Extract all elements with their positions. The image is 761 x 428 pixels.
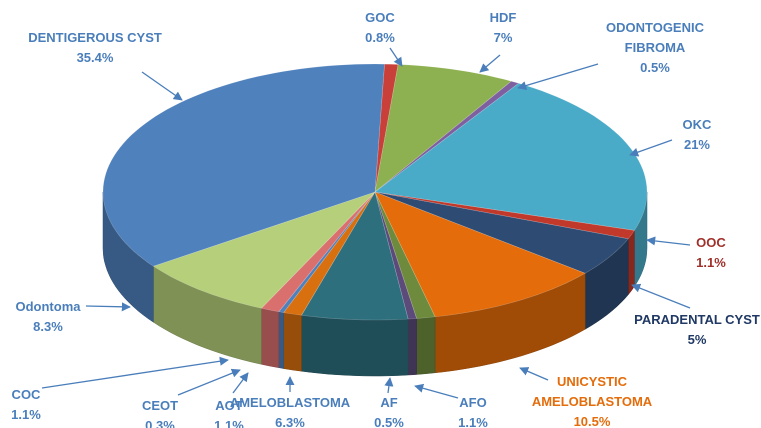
slice bbox=[374, 191, 629, 274]
category-label: AOT bbox=[215, 398, 243, 413]
category-label: Odontoma bbox=[15, 299, 81, 314]
data-label: AOT 1.1% bbox=[214, 396, 244, 428]
category-label: OOC bbox=[696, 235, 726, 250]
value-label: 1.1% bbox=[458, 415, 488, 428]
leader-line bbox=[232, 372, 249, 394]
slice bbox=[374, 80, 520, 193]
category-label: UNICYSTIC AMELOBLASTOMA bbox=[531, 374, 653, 409]
value-label: 0.3% bbox=[145, 418, 175, 428]
data-label: AFO 1.1% bbox=[458, 393, 488, 428]
slice bbox=[301, 191, 409, 321]
data-label: GOC 0.8% bbox=[365, 8, 395, 48]
slice-side bbox=[301, 314, 409, 377]
leader-line bbox=[177, 368, 241, 396]
slice-side bbox=[416, 316, 436, 375]
data-label: CEOT 0.3% bbox=[142, 396, 178, 428]
slice-side bbox=[278, 311, 284, 369]
slice bbox=[374, 82, 648, 231]
value-label: 1.1% bbox=[696, 255, 726, 270]
data-label: HDF 7% bbox=[490, 8, 517, 48]
leader-line bbox=[85, 302, 131, 312]
slice bbox=[152, 191, 376, 309]
value-label: 7% bbox=[493, 30, 513, 45]
leader-line bbox=[629, 139, 673, 157]
leader-line bbox=[519, 367, 549, 381]
value-label: 0.5% bbox=[374, 415, 404, 428]
slice bbox=[374, 63, 399, 193]
leader-line bbox=[631, 283, 691, 309]
data-label: PARADENTAL CYST 5% bbox=[634, 310, 760, 350]
slice-side bbox=[261, 307, 280, 368]
category-label: AFO bbox=[459, 395, 487, 410]
slice bbox=[374, 64, 512, 193]
data-label: AF 0.5% bbox=[374, 393, 404, 428]
data-label: AMELOBLASTOMA 6.3% bbox=[230, 393, 350, 428]
leader-line bbox=[141, 71, 183, 101]
leader-line bbox=[41, 356, 229, 389]
category-label: DENTIGEROUS CYST bbox=[28, 30, 162, 45]
data-label: UNICYSTIC AMELOBLASTOMA 10.5% bbox=[527, 372, 657, 428]
category-label: AMELOBLASTOMA bbox=[229, 395, 351, 410]
leader-line bbox=[414, 383, 459, 399]
value-label: 6.3% bbox=[275, 415, 305, 428]
category-label: CEOT bbox=[141, 398, 179, 413]
category-label: PARADENTAL CYST bbox=[634, 312, 760, 327]
category-label: OKC bbox=[682, 117, 712, 132]
leader-line bbox=[517, 63, 599, 91]
value-label: 21% bbox=[683, 137, 711, 152]
slice bbox=[283, 191, 376, 316]
value-label: 10.5% bbox=[573, 414, 611, 428]
value-label: 8.3% bbox=[33, 319, 63, 334]
leader-line bbox=[384, 377, 394, 394]
value-label: 5% bbox=[687, 332, 707, 347]
value-label: 1.1% bbox=[214, 418, 244, 428]
data-label: COC 1.1% bbox=[11, 385, 41, 425]
leader-line bbox=[646, 236, 691, 246]
data-label: ODONTOGENIC FIBROMA 0.5% bbox=[590, 18, 720, 78]
leader-line bbox=[479, 54, 501, 73]
category-label: AF bbox=[380, 395, 398, 410]
value-label: 1.1% bbox=[11, 407, 41, 422]
category-label: ODONTOGENIC FIBROMA bbox=[606, 20, 704, 55]
category-label: HDF bbox=[489, 10, 517, 25]
data-label: OKC 21% bbox=[683, 115, 712, 155]
value-label: 0.8% bbox=[365, 30, 395, 45]
slice-side bbox=[407, 318, 417, 376]
category-label: GOC bbox=[365, 10, 395, 25]
value-label: 35.4% bbox=[76, 50, 114, 65]
slice bbox=[374, 191, 418, 320]
data-label: DENTIGEROUS CYST 35.4% bbox=[28, 28, 162, 68]
slice bbox=[102, 63, 385, 267]
slice bbox=[374, 191, 586, 318]
category-label: COC bbox=[11, 387, 41, 402]
value-label: 0.5% bbox=[640, 60, 670, 75]
data-label: OOC 1.1% bbox=[696, 233, 726, 273]
slice-side bbox=[283, 312, 302, 372]
data-label: Odontoma 8.3% bbox=[16, 297, 81, 337]
leader-line bbox=[389, 47, 403, 67]
